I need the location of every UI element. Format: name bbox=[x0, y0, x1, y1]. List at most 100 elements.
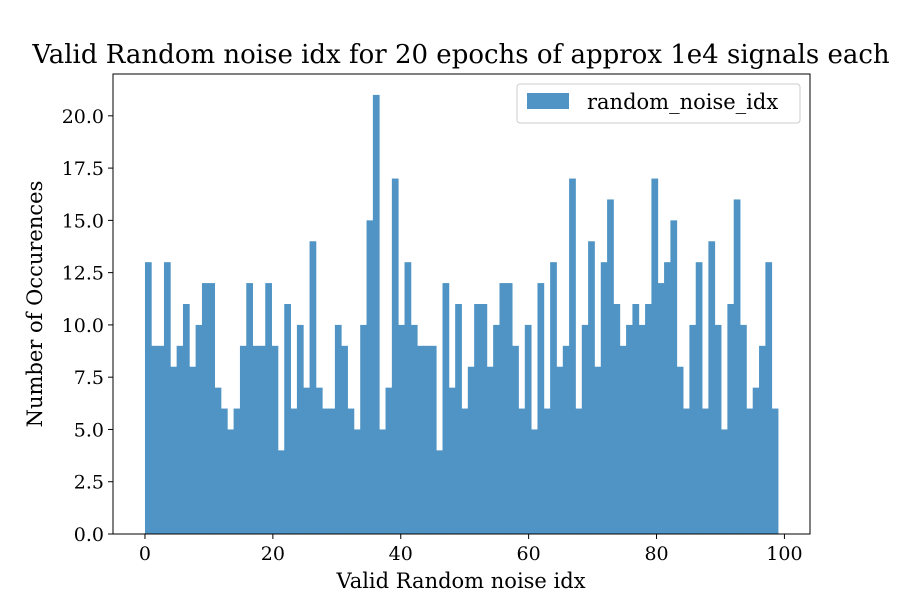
histogram-bar bbox=[170, 366, 178, 534]
histogram-bar bbox=[550, 262, 557, 534]
histogram-bar bbox=[575, 408, 583, 534]
histogram-bar bbox=[499, 283, 507, 534]
x-tick-label: 40 bbox=[389, 543, 413, 565]
histogram-bar bbox=[195, 324, 203, 534]
x-tick-label: 100 bbox=[766, 543, 802, 565]
histogram-bar bbox=[461, 408, 469, 534]
histogram-bar bbox=[600, 262, 608, 534]
x-axis: 0 20 40 60 80 100 bbox=[139, 534, 803, 565]
histogram-bar bbox=[429, 345, 437, 534]
histogram-bar bbox=[189, 366, 197, 534]
histogram-bar bbox=[467, 366, 475, 534]
legend: random_noise_idx bbox=[516, 83, 801, 124]
histogram-bar bbox=[448, 387, 456, 534]
histogram-bar bbox=[328, 408, 336, 534]
histogram-bar bbox=[657, 283, 665, 534]
histogram-bar bbox=[619, 345, 627, 534]
histogram-bar bbox=[771, 408, 779, 534]
histogram-bar bbox=[493, 324, 500, 534]
histogram-bar bbox=[296, 324, 304, 534]
histogram-bar bbox=[277, 450, 285, 534]
histogram-bar bbox=[341, 345, 348, 534]
histogram-bar bbox=[151, 345, 159, 534]
y-tick-label: 10.0 bbox=[62, 315, 104, 337]
x-tick-label: 20 bbox=[261, 543, 285, 565]
histogram-bar bbox=[455, 304, 462, 534]
histogram-bar bbox=[695, 262, 703, 534]
histogram-bar bbox=[157, 345, 165, 534]
histogram-bar bbox=[556, 366, 564, 534]
histogram-bar bbox=[391, 178, 399, 535]
histogram-bar bbox=[265, 283, 272, 534]
histogram-bar bbox=[208, 283, 216, 534]
histogram-bar bbox=[214, 387, 222, 534]
histogram-bar bbox=[353, 429, 361, 534]
histogram-bar bbox=[651, 178, 659, 535]
histogram-bar bbox=[543, 408, 551, 534]
histogram-bar bbox=[524, 324, 532, 534]
histogram-bar bbox=[233, 408, 241, 534]
histogram-bar bbox=[727, 304, 735, 534]
histogram-bar bbox=[322, 408, 329, 534]
histogram-bar bbox=[721, 429, 728, 534]
histogram-bar bbox=[746, 408, 754, 534]
histogram-bar bbox=[702, 408, 709, 534]
histogram-bar bbox=[588, 241, 595, 534]
histogram-bar bbox=[176, 345, 184, 534]
x-tick-label: 0 bbox=[139, 543, 151, 565]
histogram-bar bbox=[201, 283, 209, 534]
histogram-bar bbox=[410, 324, 418, 534]
histogram-bar bbox=[315, 387, 323, 534]
histogram-bar bbox=[676, 366, 684, 534]
histogram-bar bbox=[366, 220, 374, 535]
histogram-bar bbox=[505, 283, 513, 534]
histogram-bar bbox=[645, 304, 652, 534]
histogram-bar bbox=[607, 199, 614, 534]
histogram-bar bbox=[417, 345, 424, 534]
histogram-bar bbox=[442, 283, 450, 534]
y-axis: 0.0 2.5 5.0 7.5 10.0 12.5 15.0 17.5 20.0 bbox=[62, 106, 113, 546]
legend-box bbox=[516, 83, 801, 124]
y-tick-label: 20.0 bbox=[62, 106, 104, 128]
histogram-bar bbox=[638, 324, 646, 534]
histogram-bar bbox=[626, 324, 633, 534]
plot-frame bbox=[112, 73, 811, 535]
chart-title: Valid Random noise idx for 20 epochs of … bbox=[31, 40, 890, 70]
histogram-bar bbox=[379, 429, 386, 534]
histogram-bar bbox=[714, 324, 722, 534]
y-tick-label: 7.5 bbox=[74, 367, 104, 389]
histogram-bar bbox=[531, 429, 538, 534]
histogram-bar bbox=[227, 429, 234, 534]
y-tick-label: 5.0 bbox=[74, 419, 104, 441]
histogram-bar bbox=[182, 304, 190, 534]
histogram-bar bbox=[708, 241, 716, 534]
y-tick-label: 17.5 bbox=[62, 158, 104, 180]
histogram-bar bbox=[385, 387, 393, 534]
histogram-bar bbox=[372, 94, 380, 534]
histogram-bar bbox=[347, 408, 355, 534]
histogram-bar bbox=[423, 345, 431, 534]
legend-label: random_noise_idx bbox=[587, 90, 778, 114]
histogram-bar bbox=[258, 345, 266, 534]
histogram-bar bbox=[144, 262, 152, 534]
histogram-bar bbox=[740, 324, 747, 534]
histogram-bar bbox=[284, 304, 291, 534]
histogram-bar bbox=[436, 450, 443, 534]
histogram-bar bbox=[512, 345, 519, 534]
histogram-bar bbox=[309, 241, 317, 534]
histogram-bar bbox=[303, 387, 310, 534]
histogram-bar bbox=[613, 304, 621, 534]
histogram-bar bbox=[334, 324, 342, 534]
histogram-bar bbox=[290, 408, 298, 534]
x-axis-label: Valid Random noise idx bbox=[335, 569, 585, 593]
y-tick-label: 0.0 bbox=[74, 524, 104, 546]
histogram-bar bbox=[486, 366, 494, 534]
histogram-bar bbox=[271, 345, 279, 534]
histogram-bar bbox=[398, 324, 405, 534]
histogram-bar bbox=[360, 324, 367, 534]
bars-group bbox=[144, 94, 779, 535]
histogram-bar bbox=[246, 283, 253, 534]
histogram-bar bbox=[594, 366, 602, 534]
